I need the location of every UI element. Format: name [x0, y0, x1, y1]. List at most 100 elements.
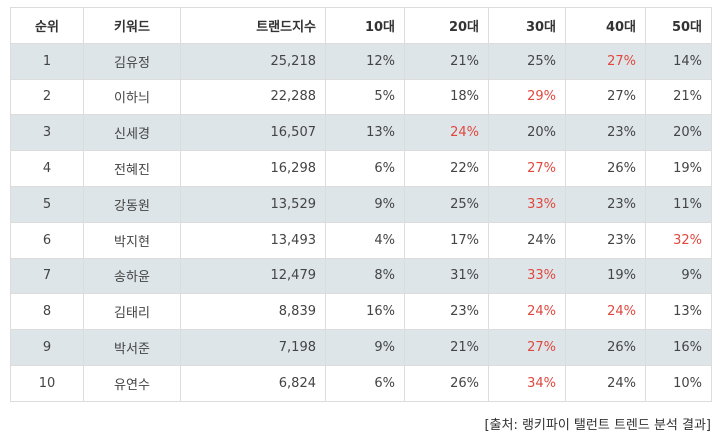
- cell-trend-index: 22,288: [180, 78, 326, 116]
- cell-keyword: 송하윤: [83, 257, 181, 295]
- table-row: 4 전혜진 16,298 6% 22% 27% 26% 19%: [10, 150, 712, 187]
- cell-age-10s: 9%: [325, 329, 405, 366]
- cell-rank: 10: [10, 364, 84, 402]
- header-age-30s: 30대: [488, 7, 566, 44]
- cell-trend-index: 16,298: [180, 150, 326, 187]
- table-row: 1 김유정 25,218 12% 21% 25% 27% 14%: [10, 42, 712, 80]
- cell-age-40s: 23%: [565, 185, 646, 223]
- header-age-50s: 50대: [645, 7, 712, 44]
- cell-age-30s: 27%: [488, 150, 566, 187]
- cell-keyword: 이하늬: [83, 78, 181, 116]
- table-header-row: 순위 키워드 트랜드지수 10대 20대 30대 40대 50대: [10, 7, 712, 44]
- cell-age-20s: 24%: [404, 114, 489, 152]
- table-row: 10 유연수 6,824 6% 26% 34% 24% 10%: [10, 364, 712, 402]
- table-row: 8 김태리 8,839 16% 23% 24% 24% 13%: [10, 293, 712, 331]
- cell-age-10s: 16%: [325, 293, 405, 331]
- talent-trend-table: 순위 키워드 트랜드지수 10대 20대 30대 40대 50대 1 김유정 2…: [10, 7, 712, 402]
- cell-age-20s: 22%: [404, 150, 489, 187]
- cell-trend-index: 6,824: [180, 364, 326, 402]
- cell-trend-index: 7,198: [180, 329, 326, 366]
- cell-age-50s: 19%: [645, 150, 712, 187]
- cell-age-30s: 33%: [488, 185, 566, 223]
- table-row: 7 송하윤 12,479 8% 31% 33% 19% 9%: [10, 257, 712, 295]
- cell-age-50s: 13%: [645, 293, 712, 331]
- cell-keyword: 신세경: [83, 114, 181, 152]
- table-row: 3 신세경 16,507 13% 24% 20% 23% 20%: [10, 114, 712, 152]
- cell-age-20s: 31%: [404, 257, 489, 295]
- cell-age-50s: 21%: [645, 78, 712, 116]
- cell-age-20s: 18%: [404, 78, 489, 116]
- header-age-20s: 20대: [404, 7, 489, 44]
- cell-keyword: 전혜진: [83, 150, 181, 187]
- header-keyword: 키워드: [83, 7, 181, 44]
- cell-age-50s: 16%: [645, 329, 712, 366]
- table-row: 5 강동원 13,529 9% 25% 33% 23% 11%: [10, 185, 712, 223]
- cell-age-40s: 26%: [565, 150, 646, 187]
- cell-rank: 7: [10, 257, 84, 295]
- table-row: 9 박서준 7,198 9% 21% 27% 26% 16%: [10, 329, 712, 366]
- cell-age-20s: 26%: [404, 364, 489, 402]
- cell-rank: 2: [10, 78, 84, 116]
- cell-age-40s: 27%: [565, 42, 646, 80]
- cell-age-50s: 14%: [645, 42, 712, 80]
- cell-age-10s: 6%: [325, 364, 405, 402]
- source-caption: [출처: 랭키파이 탤런트 트렌드 분석 결과]: [484, 418, 711, 433]
- header-age-10s: 10대: [325, 7, 405, 44]
- cell-age-20s: 21%: [404, 329, 489, 366]
- cell-age-10s: 12%: [325, 42, 405, 80]
- cell-age-20s: 23%: [404, 293, 489, 331]
- cell-age-30s: 34%: [488, 364, 566, 402]
- cell-age-30s: 25%: [488, 42, 566, 80]
- cell-age-40s: 23%: [565, 221, 646, 259]
- table-row: 6 박지현 13,493 4% 17% 24% 23% 32%: [10, 221, 712, 259]
- cell-age-30s: 27%: [488, 329, 566, 366]
- header-age-40s: 40대: [565, 7, 646, 44]
- cell-rank: 1: [10, 42, 84, 80]
- cell-age-10s: 4%: [325, 221, 405, 259]
- cell-age-20s: 21%: [404, 42, 489, 80]
- cell-age-50s: 11%: [645, 185, 712, 223]
- cell-age-40s: 24%: [565, 364, 646, 402]
- cell-trend-index: 25,218: [180, 42, 326, 80]
- cell-keyword: 강동원: [83, 185, 181, 223]
- cell-age-40s: 19%: [565, 257, 646, 295]
- cell-trend-index: 13,529: [180, 185, 326, 223]
- table-row: 2 이하늬 22,288 5% 18% 29% 27% 21%: [10, 78, 712, 116]
- cell-trend-index: 13,493: [180, 221, 326, 259]
- cell-keyword: 김유정: [83, 42, 181, 80]
- cell-age-20s: 17%: [404, 221, 489, 259]
- cell-age-10s: 13%: [325, 114, 405, 152]
- cell-age-40s: 27%: [565, 78, 646, 116]
- cell-keyword: 박서준: [83, 329, 181, 366]
- cell-rank: 8: [10, 293, 84, 331]
- cell-rank: 6: [10, 221, 84, 259]
- cell-rank: 4: [10, 150, 84, 187]
- cell-age-10s: 8%: [325, 257, 405, 295]
- cell-age-30s: 24%: [488, 221, 566, 259]
- header-rank: 순위: [10, 7, 84, 44]
- cell-trend-index: 12,479: [180, 257, 326, 295]
- cell-age-50s: 20%: [645, 114, 712, 152]
- ranking-table-container: 순위 키워드 트랜드지수 10대 20대 30대 40대 50대 1 김유정 2…: [10, 7, 712, 402]
- cell-rank: 9: [10, 329, 84, 366]
- cell-age-10s: 5%: [325, 78, 405, 116]
- cell-keyword: 김태리: [83, 293, 181, 331]
- cell-age-10s: 9%: [325, 185, 405, 223]
- cell-age-30s: 20%: [488, 114, 566, 152]
- cell-rank: 5: [10, 185, 84, 223]
- cell-keyword: 유연수: [83, 364, 181, 402]
- header-trend-index: 트랜드지수: [180, 7, 326, 44]
- cell-trend-index: 16,507: [180, 114, 326, 152]
- cell-age-20s: 25%: [404, 185, 489, 223]
- cell-age-30s: 29%: [488, 78, 566, 116]
- cell-age-30s: 33%: [488, 257, 566, 295]
- cell-age-50s: 9%: [645, 257, 712, 295]
- cell-rank: 3: [10, 114, 84, 152]
- cell-age-50s: 32%: [645, 221, 712, 259]
- cell-age-40s: 26%: [565, 329, 646, 366]
- cell-age-50s: 10%: [645, 364, 712, 402]
- cell-age-40s: 23%: [565, 114, 646, 152]
- cell-age-30s: 24%: [488, 293, 566, 331]
- cell-keyword: 박지현: [83, 221, 181, 259]
- cell-trend-index: 8,839: [180, 293, 326, 331]
